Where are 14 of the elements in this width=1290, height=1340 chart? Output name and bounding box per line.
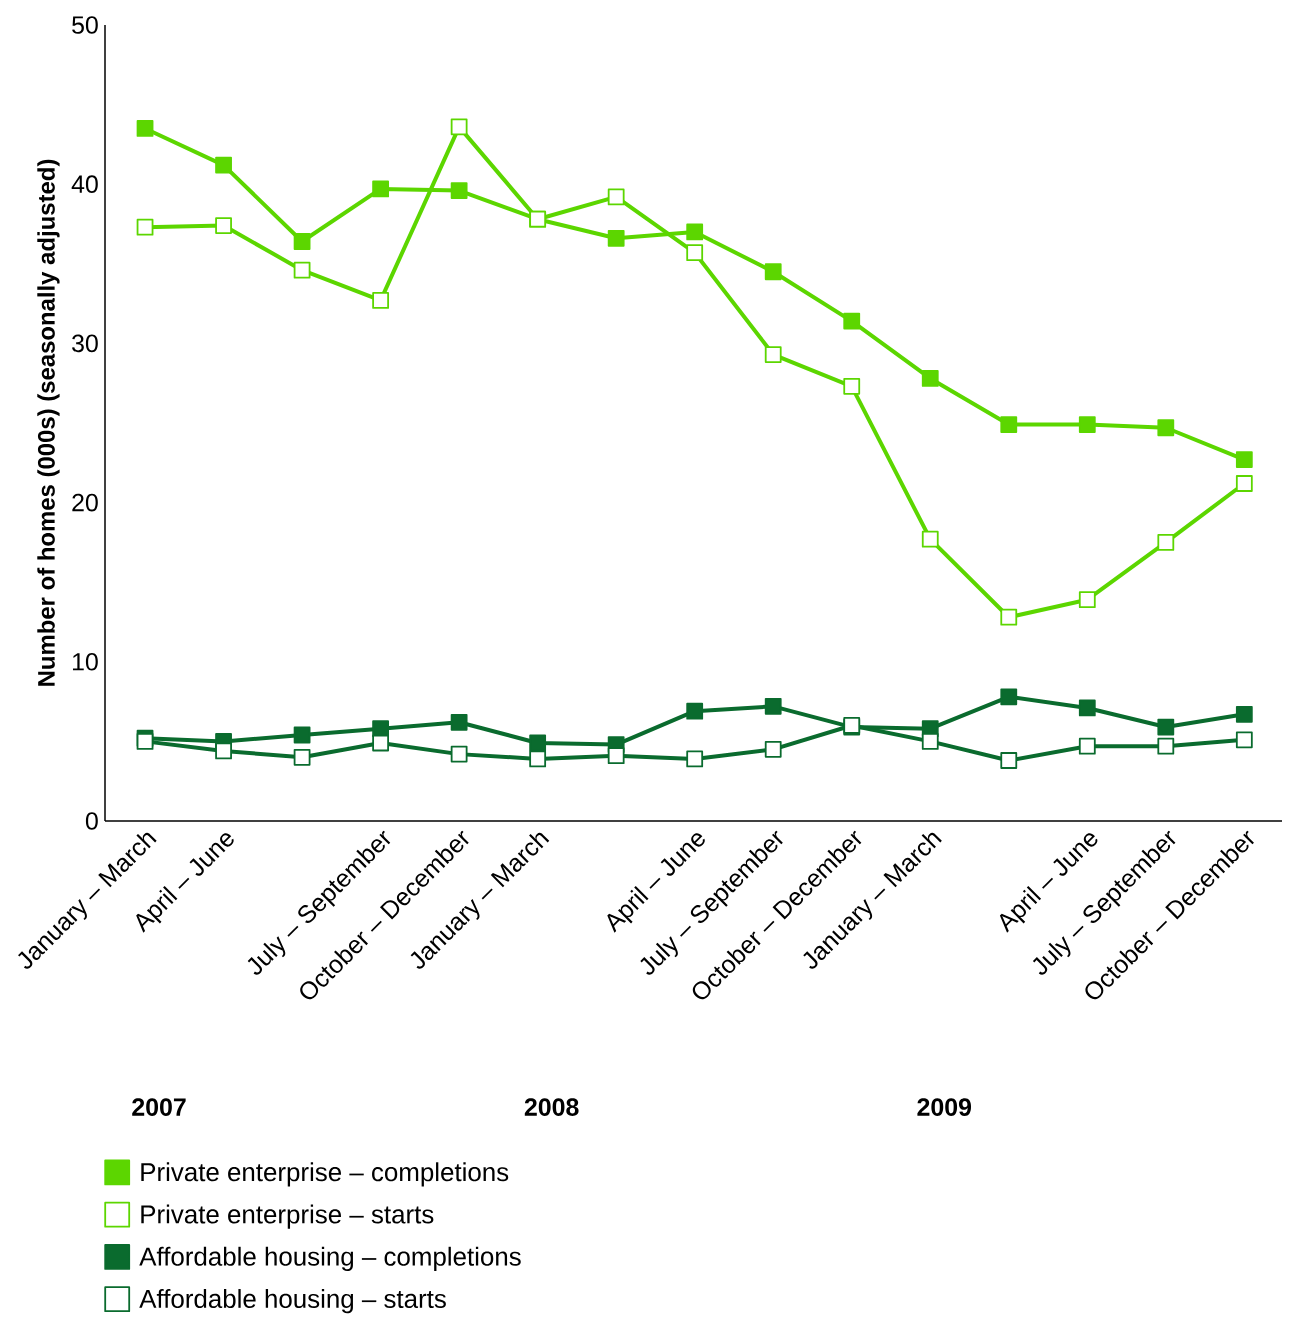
text: 2007 [132,1098,186,1116]
y-axis-title: Number of homes (000s) (seasonally adjusted) [37,159,60,686]
text: 2008 [524,1098,579,1116]
text: 2009 [917,1098,972,1116]
legend-label: Private enterprise – starts [141,1204,434,1229]
y-tick-label: 40 [71,175,98,193]
y-tick-label: 0 [85,812,98,830]
y-tick-label: 20 [72,493,98,512]
legend-label: Private enterprise – completions [141,1162,509,1187]
legend-label: Affordable housing – starts [139,1289,446,1314]
legend-label: Affordable housing – completions [139,1246,521,1271]
y-tick-label: 10 [72,652,98,671]
y-tick-label: 50 [72,16,98,34]
y-tick-label: 30 [72,334,98,353]
